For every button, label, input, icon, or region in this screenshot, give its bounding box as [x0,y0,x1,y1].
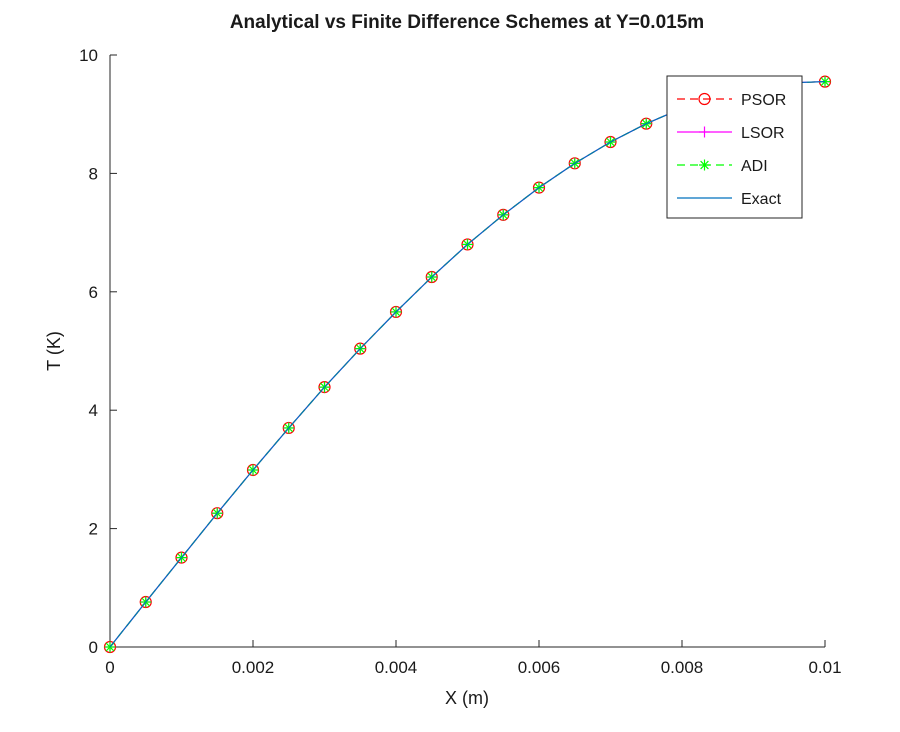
y-tick-label: 10 [79,46,98,65]
x-tick-label: 0.004 [375,658,418,677]
asterisk-marker-d2 [700,160,709,170]
y-tick-label: 4 [89,401,98,420]
legend-item-adi: ADI [677,158,768,175]
y-tick-label: 0 [89,638,98,657]
y-axis-label: T (K) [44,331,64,371]
plus-marker [699,126,710,138]
legend-item-lsor: LSOR [677,125,785,142]
x-tick-label: 0.002 [232,658,275,677]
y-tick-label: 2 [89,520,98,539]
legend-label: ADI [741,158,768,175]
legend-item-exact: Exact [677,191,782,208]
x-tick-label: 0.008 [661,658,704,677]
legend-item-psor: PSOR [677,92,786,109]
y-tick-label: 6 [89,283,98,302]
legend-label: PSOR [741,92,786,109]
circle-marker [698,92,711,106]
x-tick-label: 0.01 [808,658,841,677]
x-axis-label: X (m) [445,688,489,708]
legend-label: LSOR [741,125,785,142]
x-tick-label: 0 [105,658,114,677]
axes: 0 0.002 0.004 0.006 0.008 0.01 0 2 4 6 8 10 [79,46,841,677]
legend-label: Exact [741,191,782,208]
asterisk-marker [699,159,710,171]
y-tick-label: 8 [89,164,98,183]
legend: PSOR LSOR ADI Exact [666,75,803,219]
x-tick-label: 0.006 [518,658,561,677]
chart-title: Analytical vs Finite Difference Schemes … [230,12,704,33]
legend-box [666,75,803,219]
